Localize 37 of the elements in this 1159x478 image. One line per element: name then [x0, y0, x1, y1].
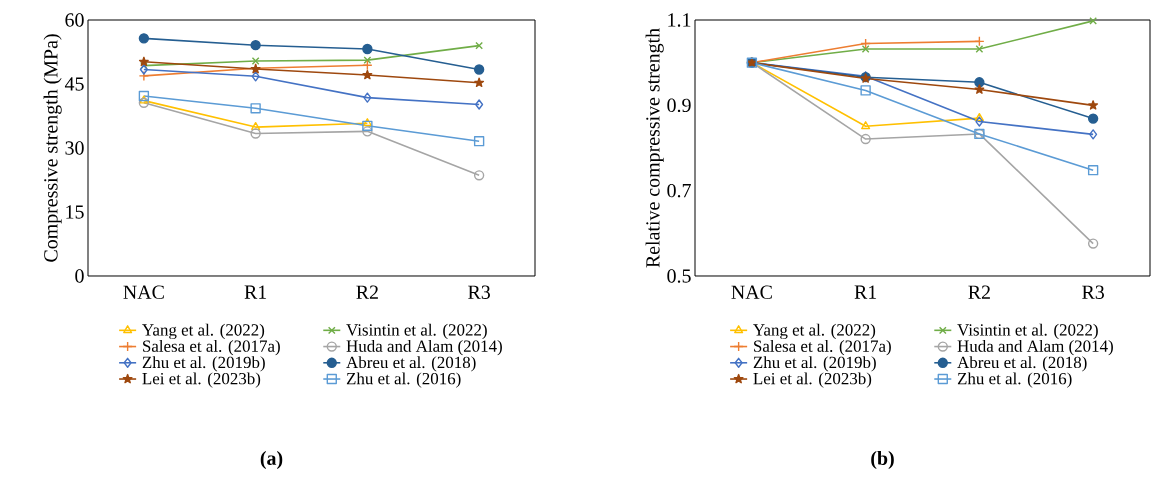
legend-label: Abreu et al. (2018): [346, 356, 476, 372]
legend-label: Abreu et al. (2018): [957, 356, 1087, 372]
y-axis-title: Relative compressive strength: [645, 28, 664, 268]
legend-label: Salesa et al. (2017a): [143, 339, 280, 356]
x-tick-label: NAC: [731, 285, 772, 299]
y-axis-title: Compressive strength (MPa): [43, 34, 62, 262]
x-tick-label: R2: [968, 285, 990, 299]
y-tick-label: 0.9: [667, 98, 691, 113]
x-tick-label: NAC: [123, 285, 164, 299]
y-tick-label: 60: [65, 13, 84, 27]
y-tick-label: 0.5: [667, 269, 691, 283]
legend-label: Lei et al. (2023b): [753, 372, 872, 388]
y-tick-label: 0.7: [667, 183, 691, 198]
legend-label: Salesa et al. (2017a): [754, 339, 891, 356]
x-tick-label: R3: [1082, 285, 1104, 299]
legend-label: Huda and Alam (2014): [346, 339, 502, 356]
legend-label: Visintin et al. (2022): [957, 323, 1098, 340]
text: (b): [871, 450, 894, 470]
x-tick-label: R1: [854, 285, 877, 299]
y-tick-label: 0: [75, 269, 84, 283]
text: (a): [260, 450, 283, 470]
legend-label: Huda and Alam (2014): [957, 339, 1113, 356]
legend-label: Zhu et al. (2019b): [142, 356, 265, 372]
x-tick-label: R1: [244, 285, 267, 299]
legend-label: Visintin et al. (2022): [346, 323, 487, 340]
y-tick-label: 30: [65, 141, 84, 155]
legend-label: Zhu et al. (2019b): [753, 356, 876, 372]
y-tick-label: 15: [66, 205, 84, 219]
legend-label: Zhu et al. (2016): [346, 372, 461, 388]
legend-label: Yang et al. (2022): [753, 323, 876, 340]
legend-label: Zhu et al. (2016): [957, 372, 1072, 388]
y-tick-label: 45: [64, 77, 84, 91]
x-tick-label: R2: [356, 285, 378, 299]
legend-label: Lei et al. (2023b): [142, 372, 261, 388]
legend-label: Yang et al. (2022): [142, 323, 265, 340]
x-tick-label: R3: [468, 285, 490, 299]
y-tick-label: 1.1: [668, 13, 691, 27]
